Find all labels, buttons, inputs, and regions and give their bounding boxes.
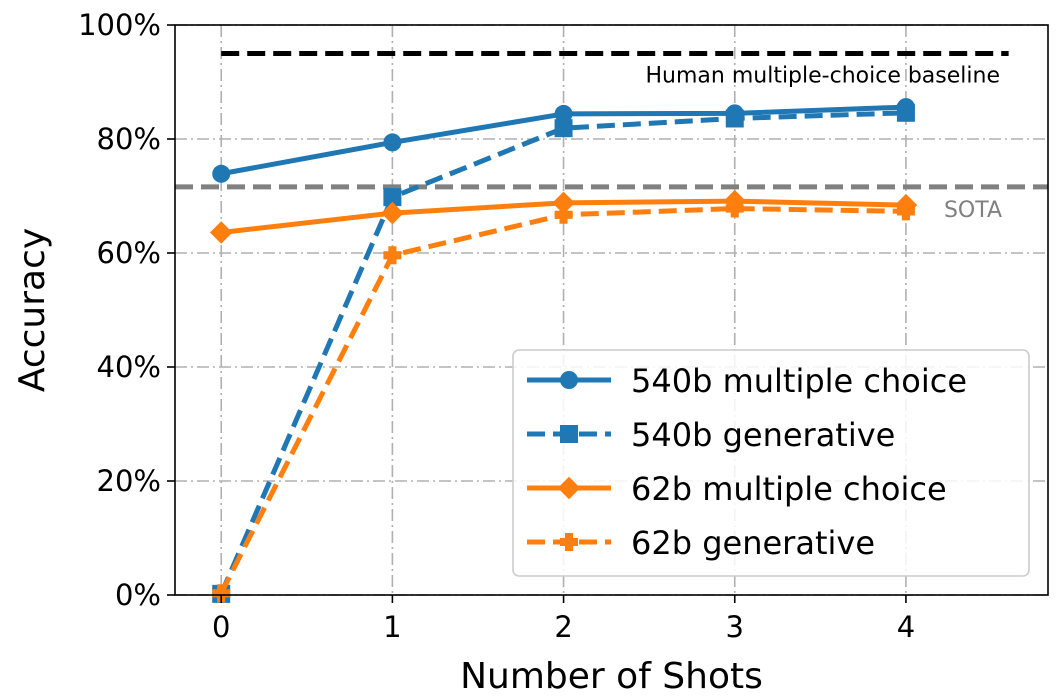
data-point [212,164,231,183]
data-point [552,191,575,215]
data-point [383,188,402,207]
y-tick-label: 80% [97,122,161,156]
legend-item: 540b generative [527,416,895,454]
data-point [209,221,233,244]
data-point [554,104,573,123]
axis-ticks: 0 1 2 3 40%20%40%60%80%100% [78,8,915,644]
y-tick-label: 60% [97,236,161,270]
plot-frame [174,24,1049,596]
data-point [383,133,402,152]
y-tick-label: 100% [78,8,161,42]
x-tick-label: 0 [212,610,230,644]
data-point [557,476,581,500]
data-point [381,201,404,225]
data-point [554,205,573,224]
reference-lines: Human multiple-choice baseline SOTA [175,51,1048,223]
reference-line-label: SOTA [944,198,1002,223]
series-line [218,110,907,595]
y-tick-label: 40% [97,350,161,384]
legend-box [512,349,1030,577]
legend-item: 62b multiple choice [527,470,947,508]
legend-label: 540b multiple choice [631,362,967,400]
data-series [209,98,918,603]
legend: 540b multiple choice 540b generative 62b m… [512,349,1030,577]
series-540b-generative [212,103,915,603]
legend-label: 62b generative [631,524,875,562]
legend-item: 62b generative [527,524,875,562]
x-tick-label: 3 [726,610,744,644]
data-point [554,119,573,138]
legend-label: 540b generative [631,416,895,454]
x-tick-label: 1 [383,610,401,644]
reference-line-label: Human multiple-choice baseline [646,64,1001,89]
data-point [896,103,915,122]
legend-item: 540b multiple choice [527,362,967,400]
y-axis-label: Accuracy [12,228,53,392]
data-point [725,199,744,218]
data-point [725,109,744,128]
data-point [383,246,402,265]
x-tick-label: 4 [897,610,915,644]
y-tick-label: 0% [115,578,161,612]
legend-label: 62b multiple choice [631,470,947,508]
x-tick-label: 2 [554,610,572,644]
series-62b-generative [212,199,915,603]
data-point [560,371,578,389]
y-tick-label: 20% [97,464,161,498]
data-point [560,533,578,551]
x-axis-label: Number of Shots [460,656,763,697]
data-point [212,584,231,603]
data-point [560,425,578,443]
data-point [896,202,915,221]
